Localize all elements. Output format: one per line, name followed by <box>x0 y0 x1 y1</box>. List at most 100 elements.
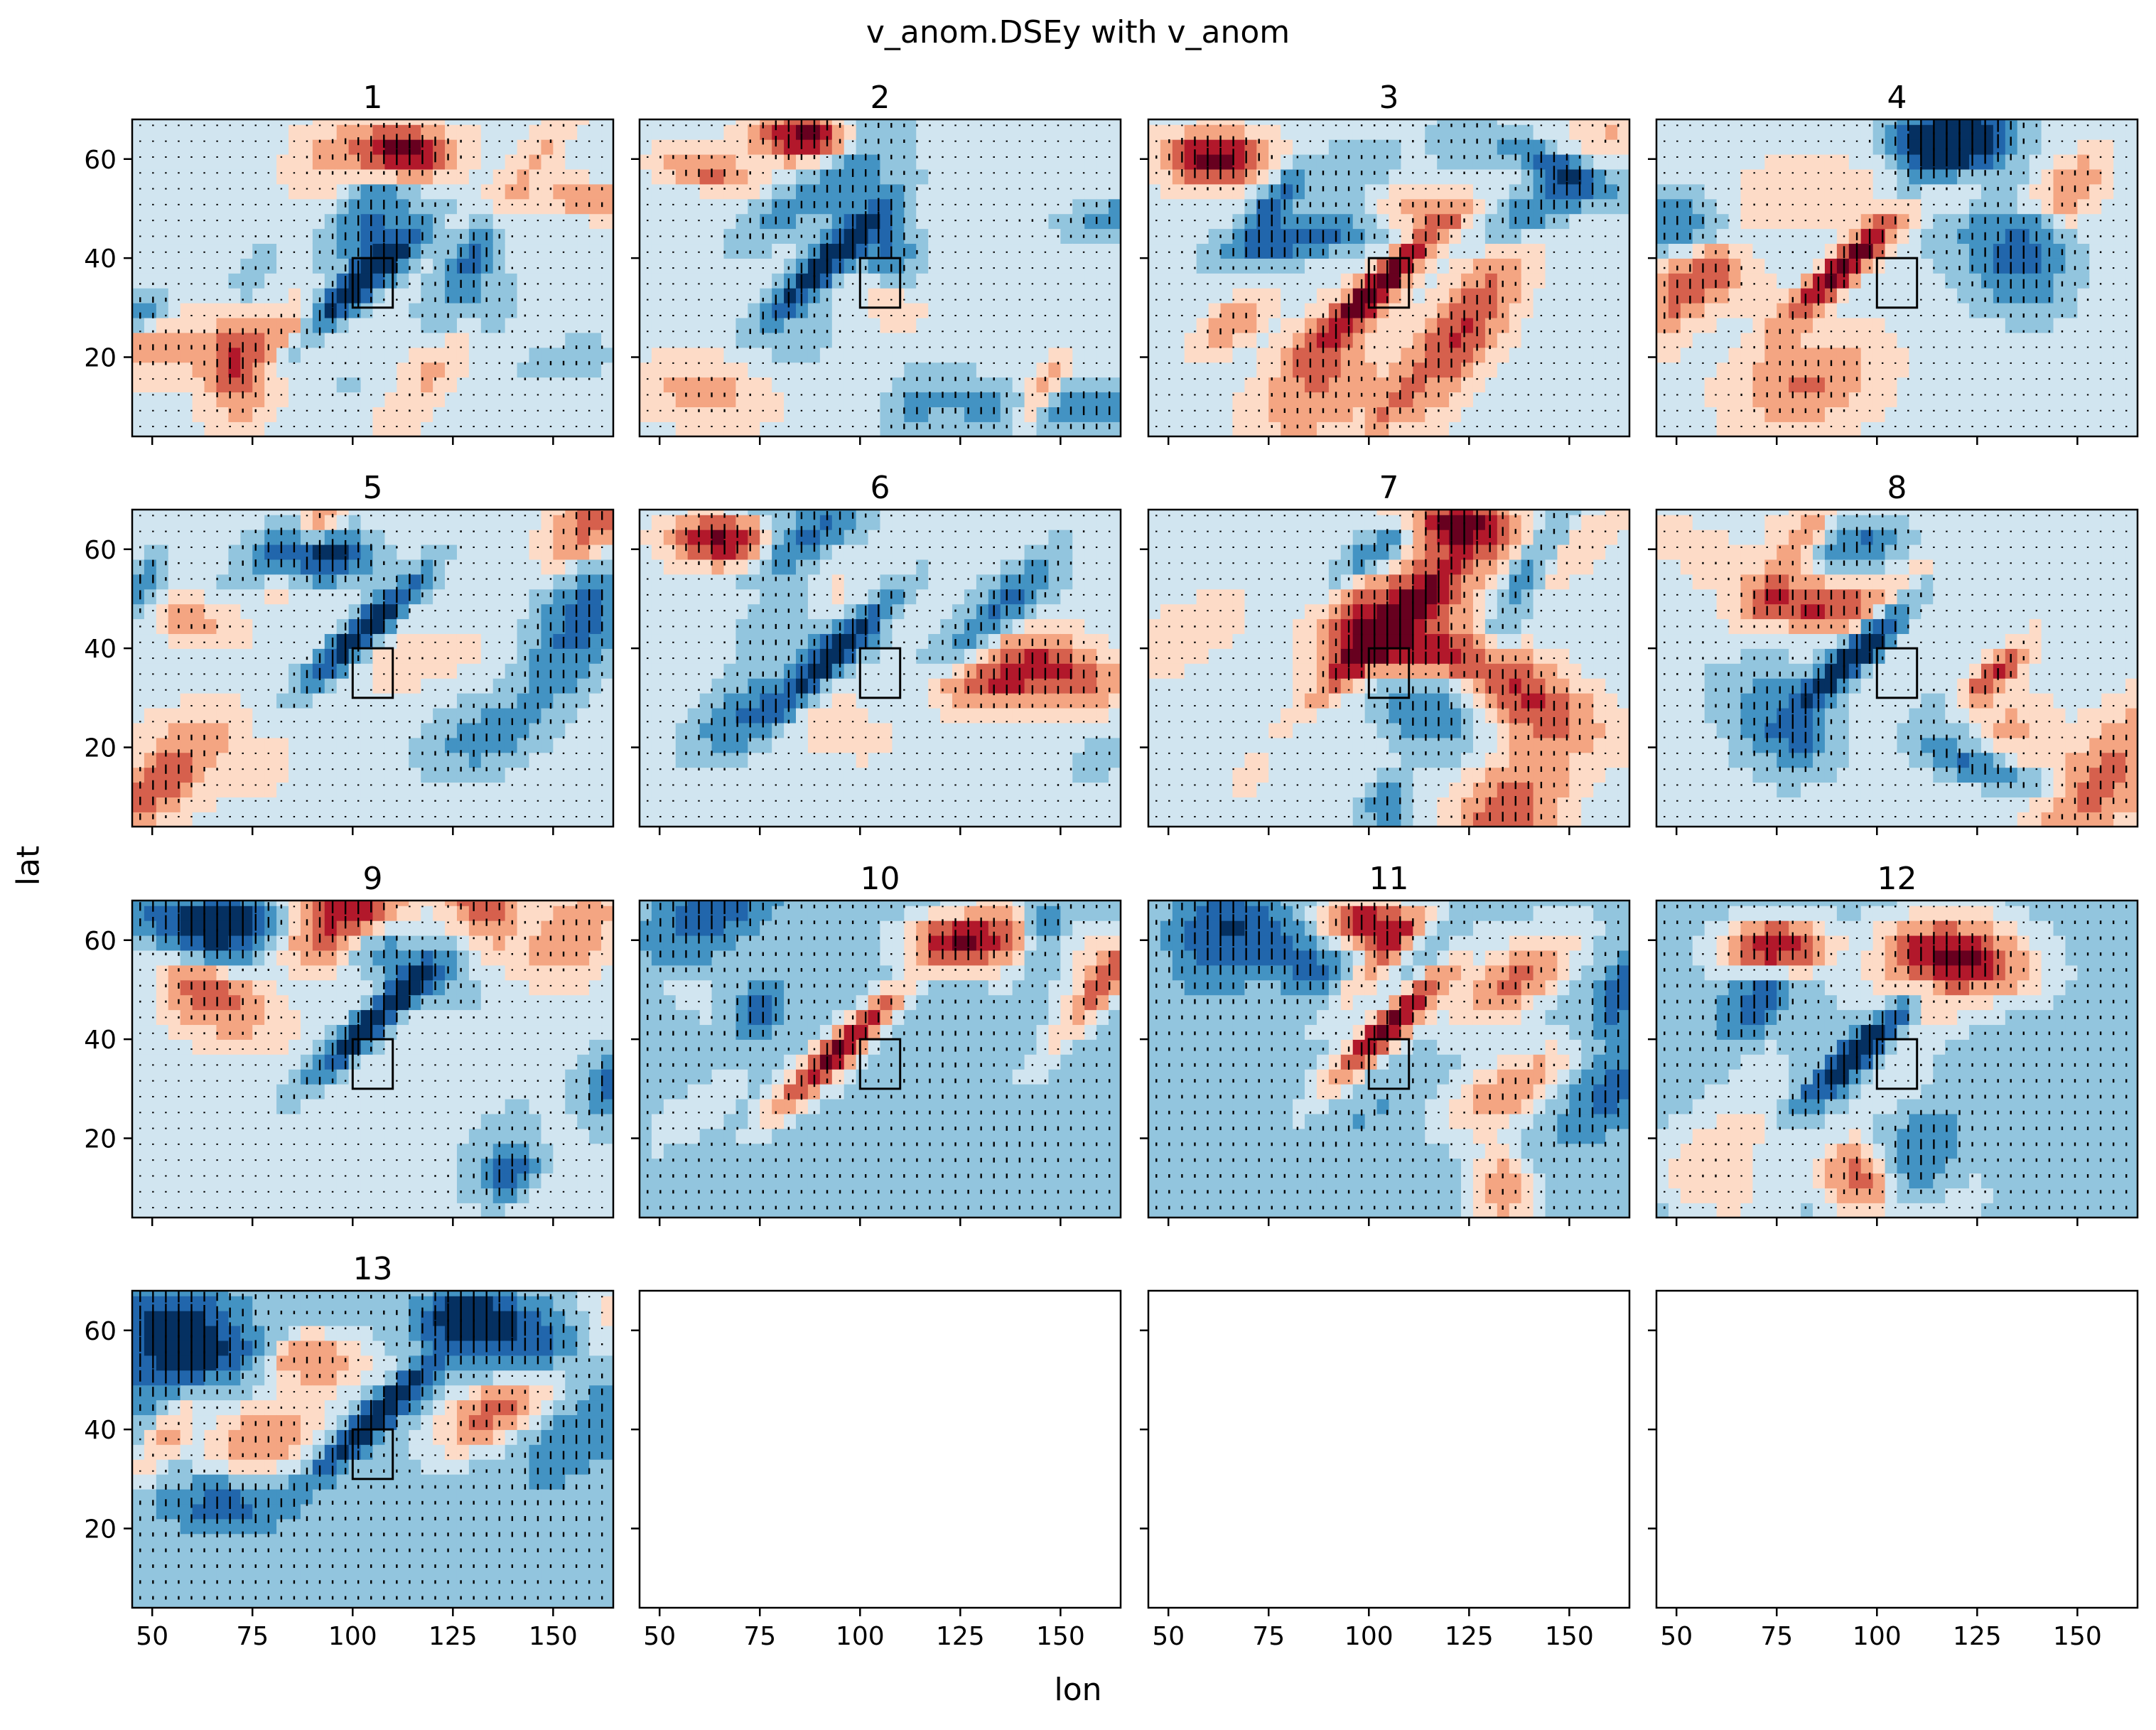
contour-cell <box>480 421 494 436</box>
contour-cell <box>1364 213 1378 230</box>
contour-cell <box>1208 154 1222 170</box>
contour-cell <box>577 168 590 185</box>
contour-cell <box>916 154 929 170</box>
contour-cell <box>1256 317 1270 333</box>
contour-cell <box>1557 317 1570 333</box>
contour-cell <box>1072 124 1086 140</box>
contour-cell <box>1048 273 1062 289</box>
contour-cell <box>216 377 230 393</box>
contour-cell <box>760 287 772 303</box>
contour-cell <box>1533 213 1546 230</box>
contour-cell <box>1557 407 1570 422</box>
contour-cell <box>748 287 761 303</box>
contour-cell <box>397 317 410 333</box>
contour-cell <box>1484 228 1498 245</box>
contour-cell <box>577 302 590 318</box>
contour-cell <box>892 273 905 289</box>
contour-cell <box>1605 377 1618 393</box>
contour-cell <box>360 154 374 170</box>
contour-cell <box>1668 228 1681 245</box>
contour-cell <box>1593 273 1606 289</box>
contour-cell <box>1352 198 1366 215</box>
contour-cell <box>421 183 433 200</box>
contour-cell <box>577 377 590 393</box>
contour-cell <box>807 168 821 185</box>
contour-cell <box>421 124 433 140</box>
contour-cell <box>1437 332 1450 348</box>
contour-cell <box>468 273 482 289</box>
contour-cell <box>1340 139 1354 155</box>
contour-cell <box>565 154 578 170</box>
contour-cell <box>651 124 664 140</box>
contour-cell <box>204 198 217 215</box>
contour-cell <box>1692 183 1705 200</box>
contour-cell <box>796 407 809 422</box>
contour-cell <box>1172 258 1185 274</box>
contour-cell <box>360 317 374 333</box>
contour-cell <box>1389 377 1402 393</box>
contour-cell <box>1425 407 1438 422</box>
contour-cell <box>168 119 181 125</box>
contour-cell <box>1569 119 1583 125</box>
contour-cell <box>868 377 881 393</box>
contour-cell <box>1036 168 1050 185</box>
contour-cell <box>577 243 590 259</box>
contour-cell <box>904 119 917 125</box>
contour-cell <box>228 183 242 200</box>
contour-cell <box>456 198 470 215</box>
contour-cell <box>505 273 518 289</box>
contour-cell <box>1521 287 1534 303</box>
contour-cell <box>421 392 433 407</box>
contour-cell <box>1449 243 1462 259</box>
contour-cell <box>1656 273 1669 289</box>
contour-cell <box>1096 168 1109 185</box>
contour-cell <box>1220 287 1234 303</box>
contour-cell <box>952 362 965 378</box>
contour-cell <box>156 377 169 393</box>
contour-cell <box>1401 362 1414 378</box>
contour-cell <box>216 302 230 318</box>
contour-cell <box>988 347 1001 363</box>
contour-cell <box>1160 332 1173 348</box>
contour-cell <box>904 139 917 155</box>
contour-cell <box>904 287 917 303</box>
contour-cell <box>360 183 374 200</box>
contour-cell <box>1497 154 1510 170</box>
contour-cell <box>831 168 845 185</box>
contour-cell <box>1036 243 1050 259</box>
contour-cell <box>1692 317 1705 333</box>
contour-cell <box>276 243 289 259</box>
contour-cell <box>868 407 881 422</box>
contour-cell <box>1000 139 1013 155</box>
contour-cell <box>1072 407 1086 422</box>
contour-cell <box>868 302 881 318</box>
contour-cell <box>1449 124 1462 140</box>
contour-cell <box>1036 407 1050 422</box>
contour-cell <box>372 287 386 303</box>
contour-cell <box>1352 377 1366 393</box>
contour-cell <box>541 347 554 363</box>
contour-cell <box>976 302 989 318</box>
contour-cell <box>1509 243 1522 259</box>
contour-cell <box>289 392 301 407</box>
contour-cell <box>1593 124 1606 140</box>
contour-cell <box>1305 421 1317 436</box>
contour-cell <box>1472 154 1486 170</box>
contour-cell <box>132 139 145 155</box>
contour-cell <box>468 124 482 140</box>
contour-cell <box>1160 377 1173 393</box>
contour-cell <box>1472 168 1486 185</box>
contour-cell <box>1208 347 1222 363</box>
contour-cell <box>1340 332 1354 348</box>
contour-cell <box>1472 243 1486 259</box>
contour-cell <box>565 362 578 378</box>
contour-cell <box>384 168 398 185</box>
contour-cell <box>1376 302 1390 318</box>
contour-cell <box>663 287 677 303</box>
contour-cell <box>180 139 193 155</box>
contour-cell <box>916 198 929 215</box>
contour-cell <box>1208 407 1222 422</box>
contour-cell <box>216 228 230 245</box>
contour-cell <box>687 119 701 125</box>
contour-cell <box>1244 287 1258 303</box>
